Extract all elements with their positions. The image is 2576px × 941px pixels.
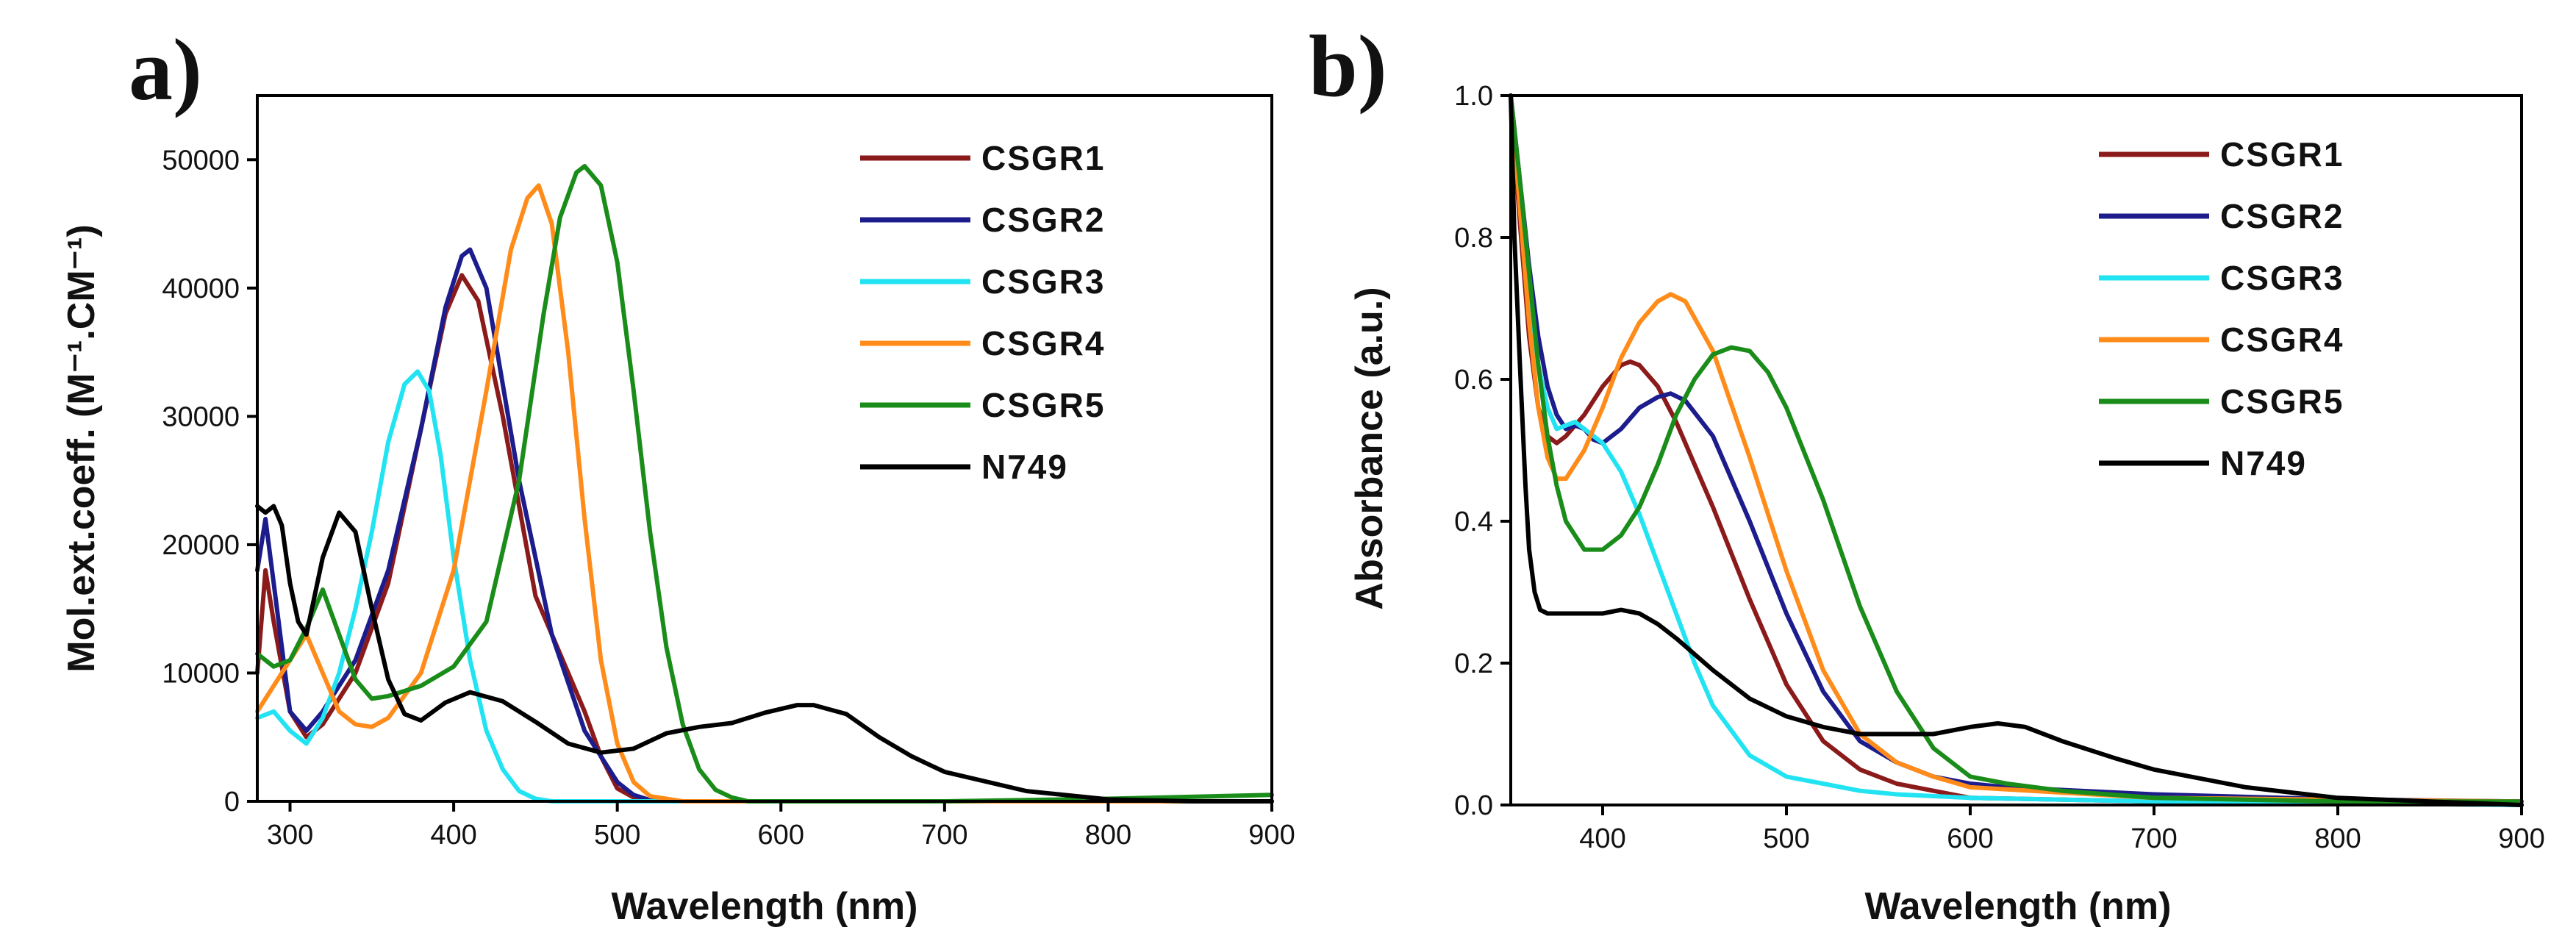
series-line-csgr3-a bbox=[255, 369, 1274, 804]
y-tick-label: 40000 bbox=[162, 273, 240, 304]
x-axis-title-b: Wavelength (nm) bbox=[1865, 885, 2172, 928]
y-tick-label: 0.6 bbox=[1454, 365, 1493, 396]
legend-b: CSGR1 CSGR2 CSGR3 CSGR4 CSGR5 N749 bbox=[2099, 135, 2344, 482]
series-lines-a bbox=[255, 164, 1274, 804]
series-lines-b bbox=[1509, 93, 2524, 807]
x-tick-label: 800 bbox=[2314, 823, 2361, 854]
y-tick-label: 30000 bbox=[162, 401, 240, 432]
series-line-csgr3-b bbox=[1509, 93, 2524, 807]
y-tick-label: 10000 bbox=[162, 658, 240, 689]
legend-label-csgr5: CSGR5 bbox=[2220, 382, 2344, 421]
y-tick-label: 1.0 bbox=[1454, 81, 1493, 112]
ticks-b: 400 500 600 700 800 900 0.0 0.2 0.4 0.6 0.8 1.0 bbox=[1454, 81, 2545, 854]
x-axis-title-a: Wavelength (nm) bbox=[612, 885, 918, 928]
legend-label-n749: N749 bbox=[981, 448, 1068, 486]
x-tick-label: 500 bbox=[1763, 823, 1809, 854]
legend-label-csgr4: CSGR4 bbox=[2220, 321, 2344, 359]
x-tick-label: 800 bbox=[1085, 820, 1131, 851]
y-axis-title-b: Absorbance (a.u.) bbox=[1348, 287, 1391, 609]
legend-label-csgr3: CSGR3 bbox=[981, 262, 1105, 301]
ticks-a: 300 400 500 600 700 800 900 0 10000 20000 30000 400… bbox=[162, 145, 1295, 851]
legend-label-csgr3: CSGR3 bbox=[2220, 259, 2344, 297]
legend-label-csgr1: CSGR1 bbox=[981, 139, 1105, 177]
plot-frame-a bbox=[256, 94, 1273, 803]
x-tick-label: 600 bbox=[758, 820, 804, 851]
x-tick-label: 400 bbox=[1579, 823, 1625, 854]
x-tick-label: 500 bbox=[594, 820, 640, 851]
panel-label-b: b) bbox=[1309, 17, 1387, 115]
series-line-n749-b bbox=[1509, 93, 2524, 807]
y-tick-label: 0.2 bbox=[1454, 648, 1493, 679]
legend-label-csgr4: CSGR4 bbox=[981, 324, 1105, 362]
legend-label-csgr2: CSGR2 bbox=[981, 201, 1105, 239]
y-tick-label: 0.4 bbox=[1454, 507, 1493, 537]
panel-a: a) 300 400 500 600 700 800 900 0 10000 20000 30000… bbox=[60, 21, 1295, 928]
y-axis-title-a: Mol.ext.coeff. (M⁻¹.CM⁻¹) bbox=[60, 224, 103, 673]
plot-frame-b bbox=[1509, 94, 2523, 806]
legend-label-csgr5: CSGR5 bbox=[981, 386, 1105, 424]
y-tick-label: 0.8 bbox=[1454, 223, 1493, 254]
series-line-csgr5-b bbox=[1509, 93, 2524, 804]
legend-a: CSGR1 CSGR2 CSGR3 CSGR4 CSGR5 N749 bbox=[860, 139, 1105, 486]
x-tick-label: 600 bbox=[1947, 823, 1993, 854]
x-tick-label: 400 bbox=[430, 820, 476, 851]
y-tick-label: 20000 bbox=[162, 530, 240, 561]
series-line-csgr5-a bbox=[255, 164, 1274, 804]
x-tick-label: 700 bbox=[921, 820, 967, 851]
x-tick-label: 300 bbox=[267, 820, 313, 851]
series-line-csgr2-a bbox=[255, 247, 1274, 804]
x-tick-label: 700 bbox=[2130, 823, 2177, 854]
x-tick-label: 900 bbox=[2498, 823, 2544, 854]
x-tick-label: 900 bbox=[1248, 820, 1295, 851]
series-line-n749-a bbox=[255, 504, 1274, 804]
y-tick-label: 0 bbox=[224, 787, 240, 817]
y-tick-label: 50000 bbox=[162, 145, 240, 176]
panel-b: b) 400 500 600 700 800 9000.00.20.40.60.81.0 … bbox=[1309, 17, 2545, 928]
y-tick-label: 0.0 bbox=[1454, 790, 1493, 821]
series-line-csgr4-b bbox=[1509, 93, 2524, 804]
series-line-csgr1-a bbox=[255, 273, 1274, 804]
legend-label-csgr2: CSGR2 bbox=[2220, 197, 2344, 235]
legend-label-n749: N749 bbox=[2220, 444, 2307, 482]
legend-label-csgr1: CSGR1 bbox=[2220, 135, 2344, 173]
panel-label-a: a) bbox=[129, 21, 202, 118]
